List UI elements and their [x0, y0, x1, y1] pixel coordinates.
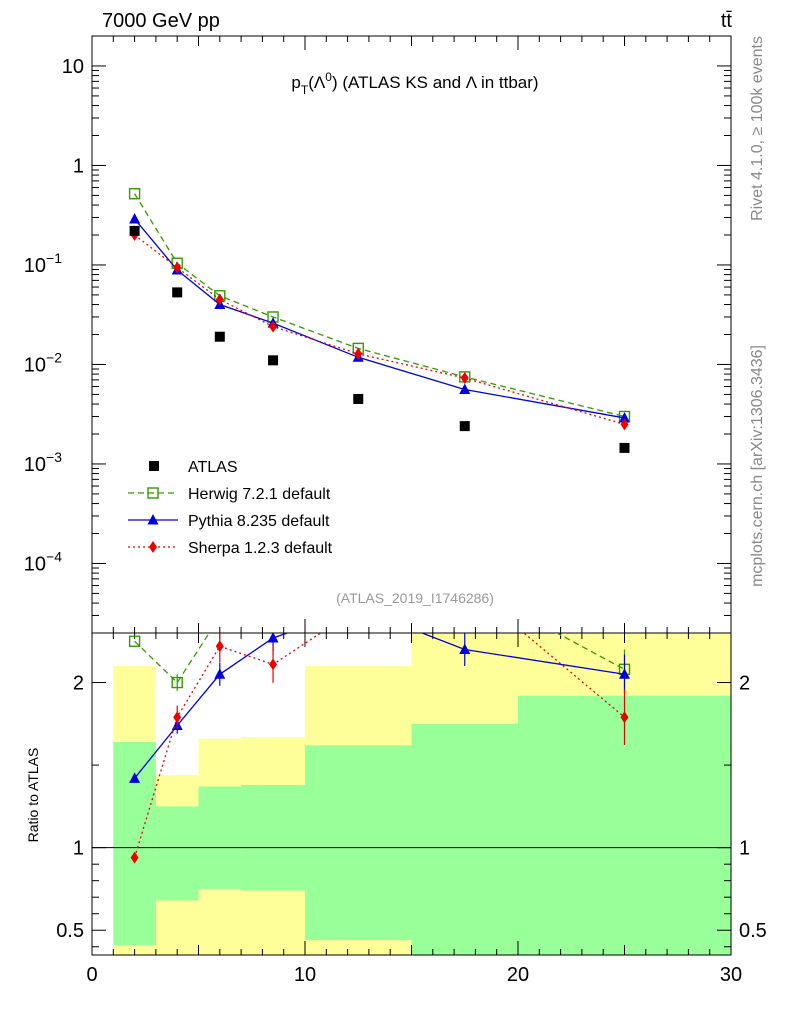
- ratio-series: [128, 577, 631, 864]
- main-series-line-1: [134, 218, 625, 419]
- main-series: [128, 188, 631, 453]
- main-point-1-0: [129, 212, 141, 224]
- legend-entry-1: Pythia 8.235 default: [128, 513, 330, 530]
- legend-entry-2: Sherpa 1.2.3 default: [128, 540, 333, 557]
- plot-title: pT(Λ0) (ATLAS KS and Λ in ttbar): [291, 70, 538, 97]
- main-y-tick-base: 10: [24, 553, 46, 575]
- plot-title-rest: ) (ATLAS KS and Λ in ttbar): [332, 73, 539, 92]
- main-y-tick-label: 10: [62, 56, 84, 78]
- main-point-1-6: [619, 411, 630, 423]
- legend-marker-2: [149, 541, 157, 553]
- ratio-y-tick-label-right: 2: [739, 673, 750, 695]
- rivet-version-label: Rivet 4.1.0, ≥ 100k events: [749, 36, 766, 221]
- legend-label-1: Pythia 8.235 default: [188, 513, 330, 530]
- main-point-0-0: [128, 188, 141, 200]
- data-point-6: [619, 442, 630, 453]
- band-green-1: [155, 806, 199, 901]
- main-y-tick-label: 10−2: [24, 349, 62, 376]
- data-point-5: [459, 421, 470, 432]
- band-green-4: [305, 745, 412, 941]
- main-point-2-4: [354, 347, 363, 360]
- x-tick-label: 10: [294, 964, 316, 986]
- data-point-3: [268, 355, 279, 366]
- main-y-tick-label: 10−1: [24, 250, 62, 277]
- mcplots-label: mcplots.cern.ch [arXiv:1306.3436]: [749, 345, 766, 587]
- ratio-point-2-1: [173, 711, 182, 724]
- main-y-tick-exp: −4: [46, 548, 62, 564]
- legend-label-2: Sherpa 1.2.3 default: [188, 540, 333, 557]
- main-series-line-2: [134, 234, 625, 425]
- legend-marker-0: [147, 487, 159, 499]
- legend-marker-1: [147, 514, 159, 525]
- plot-title-paren: (Λ: [308, 73, 326, 92]
- ratio-y-tick-label: 2: [73, 673, 84, 695]
- main-y-tick-label: 10−3: [24, 449, 62, 476]
- data-point-1: [172, 287, 183, 298]
- ratio-point-2-3: [269, 658, 278, 671]
- main-point-2-1: [173, 261, 182, 274]
- main-y-tick-exp: −2: [46, 349, 62, 365]
- plot-title-sub: T: [301, 83, 309, 97]
- main-y-tick-base: 10: [24, 255, 46, 277]
- band-green-3: [241, 784, 305, 891]
- plot-title-p: p: [291, 73, 300, 92]
- ratio-bands: [113, 633, 731, 955]
- ratio-point-0-1: [171, 676, 183, 689]
- main-panel: [91, 35, 732, 634]
- header-left-label: 7000 GeV pp: [102, 10, 220, 32]
- legend-label-0: Herwig 7.2.1 default: [188, 486, 331, 503]
- ratio-y-tick-label-right: 0.5: [739, 920, 767, 942]
- ratio-y-tick-label: 0.5: [56, 920, 84, 942]
- ratio-y-axis-label: Ratio to ATLAS: [25, 748, 41, 843]
- main-y-tick-exp: −1: [46, 250, 62, 266]
- legend-marker-data: [149, 461, 159, 471]
- main-point-2-2: [215, 293, 224, 306]
- plot-title-sup: 0: [325, 70, 332, 84]
- data-point-0: [129, 225, 140, 236]
- main-y-tick-base: 10: [24, 454, 46, 476]
- ratio-point-0-5: [460, 578, 470, 588]
- main-y-tick-label: 10−4: [24, 548, 62, 575]
- legend-label-data: ATLAS: [188, 459, 238, 476]
- ratio-point-2-2: [215, 640, 224, 653]
- main-point-1-5: [459, 383, 471, 395]
- x-tick-label: 0: [86, 964, 97, 986]
- legend-entry-data: ATLAS: [149, 459, 238, 476]
- data-point-4: [353, 393, 364, 404]
- ratio-point-2-6: [620, 711, 629, 724]
- analysis-id-label: (ATLAS_2019_I1746286): [336, 590, 494, 606]
- ratio-point-1-2: [214, 668, 226, 679]
- legend: ATLAS Herwig 7.2.1 default Pythia 8.235 de…: [128, 459, 333, 557]
- band-green-2: [198, 786, 242, 889]
- data-point-2: [214, 331, 225, 342]
- ratio-point-2-0: [130, 851, 139, 864]
- band-green-5: [411, 723, 518, 955]
- main-point-2-3: [269, 320, 278, 333]
- ratio-point-1-5: [459, 643, 471, 655]
- ratio-point-1-6: [619, 668, 630, 679]
- ratio-y-tick-label: 1: [73, 838, 84, 860]
- main-point-2-6: [620, 418, 629, 431]
- legend-entry-0: Herwig 7.2.1 default: [128, 486, 331, 503]
- x-tick-label: 20: [507, 964, 529, 986]
- ratio-point-1-3: [267, 633, 279, 643]
- ratio-y-tick-label-right: 1: [739, 838, 750, 860]
- header-right-label: tt̄: [721, 10, 733, 32]
- main-series-line-0: [134, 193, 625, 418]
- main-y-tick-label: 1: [73, 155, 84, 177]
- ratio-panel: [91, 577, 732, 956]
- ratio-point-2-5: [461, 577, 469, 589]
- ratio-point-0-0: [128, 635, 141, 647]
- main-y-tick-exp: −3: [46, 449, 62, 465]
- ratio-point-0-2: [215, 611, 225, 621]
- main-y-tick-base: 10: [24, 354, 46, 376]
- x-tick-label: 30: [720, 964, 742, 986]
- ratio-point-0-3: [268, 595, 278, 605]
- main-point-2-5: [460, 372, 469, 385]
- ratio-point-1-0: [129, 772, 141, 783]
